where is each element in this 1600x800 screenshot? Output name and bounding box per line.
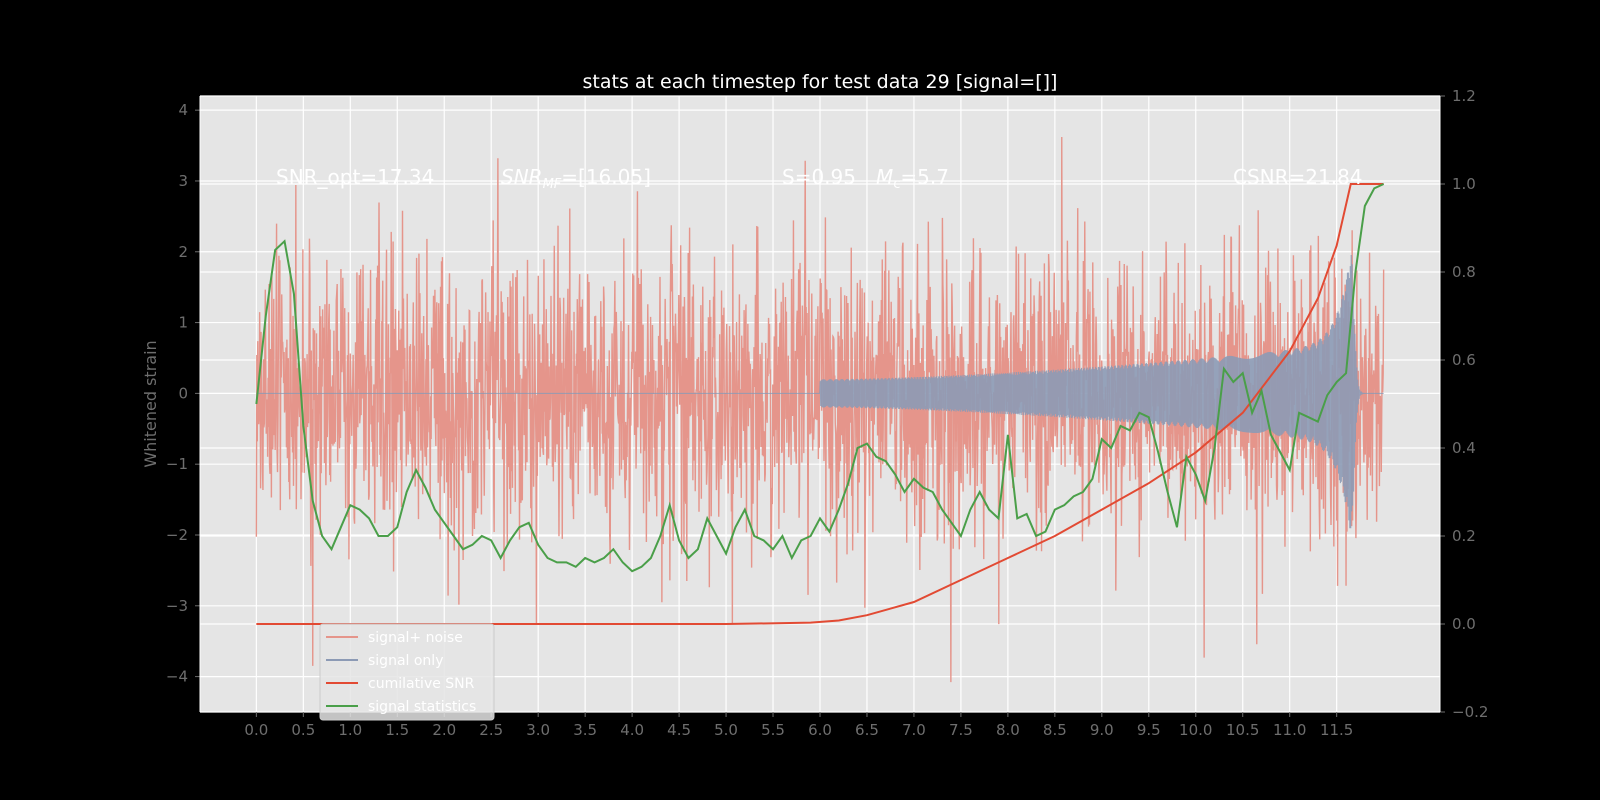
y-tick-label: −1 xyxy=(166,455,188,473)
y-tick-label: −2 xyxy=(166,526,188,544)
x-tick-label: 4.0 xyxy=(620,721,644,739)
y-tick-label: 2 xyxy=(178,243,188,261)
x-tick-label: 8.0 xyxy=(996,721,1020,739)
y2-tick-label: 0.8 xyxy=(1452,263,1476,281)
y2-tick-label: 0.4 xyxy=(1452,439,1476,457)
y-tick-label: 1 xyxy=(178,314,188,332)
x-tick-label: 0.5 xyxy=(291,721,315,739)
y-tick-label: −3 xyxy=(166,597,188,615)
annotation-snr-mf: SNRMF=[16.05] xyxy=(501,165,651,192)
y-tick-label: 4 xyxy=(178,101,188,119)
annotation-chirp-mass: Mc=5.7 xyxy=(876,165,949,192)
x-tick-label: 2.0 xyxy=(432,721,456,739)
legend-label-stat: signal statistics xyxy=(368,699,476,715)
axes: 0.0 0.5 1.0 1.5 2.0 2.5 3.0 3.5 4.0 4.5 5.0 5.5 6.0 6… xyxy=(166,87,1489,739)
y2-tick-label: 0.2 xyxy=(1452,527,1476,545)
legend: signal+ noise signal only cumilative SNR… xyxy=(319,623,495,721)
legend-box xyxy=(319,623,495,721)
x-tick-label: 10.5 xyxy=(1226,721,1259,739)
x-tick-label: 6.0 xyxy=(808,721,832,739)
x-tick-label: 1.5 xyxy=(385,721,409,739)
x-tick-label: 6.5 xyxy=(855,721,879,739)
x-tick-label: 7.5 xyxy=(949,721,973,739)
series-cumulative-snr xyxy=(256,183,1384,625)
signal-only-line xyxy=(256,255,1384,529)
y2-tick-label: −0.2 xyxy=(1452,703,1488,721)
annotation-csnr: CSNR=21.84 xyxy=(1233,165,1363,189)
annotation-s-value: S=0.95 xyxy=(782,165,856,189)
annotation-snr-opt: SNR_opt=17.34 xyxy=(276,165,434,189)
x-tick-label: 0.0 xyxy=(244,721,268,739)
cumulative-snr-line xyxy=(256,183,1384,625)
series-signal-only xyxy=(256,255,1384,529)
x-tick-label: 7.0 xyxy=(902,721,926,739)
y2-tick-label: 0.0 xyxy=(1452,615,1476,633)
x-tick-label: 1.0 xyxy=(338,721,362,739)
legend-label-noise: signal+ noise xyxy=(368,630,463,646)
x-tick-label: 10.0 xyxy=(1179,721,1212,739)
x-tick-label: 8.5 xyxy=(1043,721,1067,739)
x-tick-label: 5.0 xyxy=(714,721,738,739)
x-tick-label: 9.0 xyxy=(1090,721,1114,739)
y-axis-label: Whitened strain xyxy=(141,340,160,467)
signal-plus-noise-line xyxy=(255,137,1385,683)
x-tick-label: 4.5 xyxy=(667,721,691,739)
x-tick-label: 3.5 xyxy=(573,721,597,739)
chart-title: stats at each timestep for test data 29 … xyxy=(583,71,1058,93)
y-tick-label: −4 xyxy=(166,668,188,686)
x-tick-label: 11.5 xyxy=(1320,721,1353,739)
signal-statistics-line xyxy=(255,183,1385,573)
legend-label-csnr: cumilative SNR xyxy=(368,676,475,692)
annotations: SNR_opt=17.34 SNRMF=[16.05] S=0.95 Mc=5.… xyxy=(276,165,1363,192)
series-signal-statistics xyxy=(255,183,1385,573)
y-tick-label: 0 xyxy=(178,384,188,402)
y-tick-label: 3 xyxy=(178,172,188,190)
y2-tick-label: 1.2 xyxy=(1452,87,1476,105)
x-tick-label: 11.0 xyxy=(1273,721,1306,739)
x-tick-label: 9.5 xyxy=(1137,721,1161,739)
x-tick-label: 2.5 xyxy=(479,721,503,739)
series-signal-plus-noise xyxy=(255,137,1385,683)
y2-tick-label: 1.0 xyxy=(1452,175,1476,193)
legend-label-signal: signal only xyxy=(368,653,443,669)
x-tick-label: 5.5 xyxy=(761,721,785,739)
x-tick-label: 3.0 xyxy=(526,721,550,739)
y2-tick-label: 0.6 xyxy=(1452,351,1476,369)
